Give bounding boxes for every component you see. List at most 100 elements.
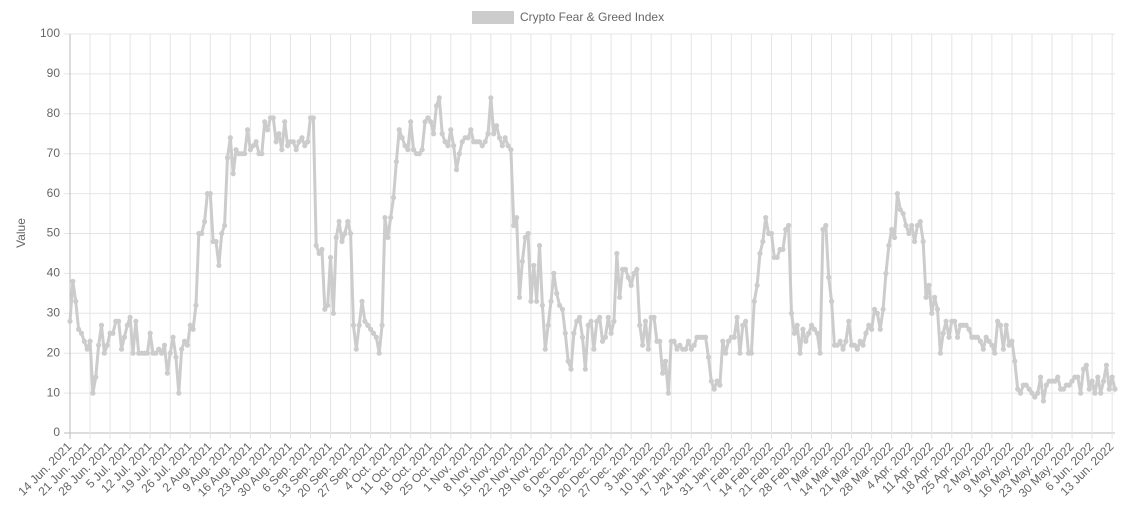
data-point — [519, 258, 525, 265]
data-point — [751, 298, 757, 304]
data-point — [514, 214, 520, 221]
data-point — [711, 386, 717, 392]
data-point — [714, 378, 720, 384]
data-point — [791, 330, 797, 336]
data-point — [316, 250, 322, 257]
data-point — [909, 222, 915, 229]
data-point — [883, 270, 889, 276]
data-point — [124, 322, 130, 328]
data-point — [723, 350, 729, 356]
data-point — [179, 346, 185, 352]
data-point — [631, 270, 637, 276]
data-point — [376, 350, 382, 356]
data-point — [828, 298, 835, 304]
data-point — [743, 318, 749, 324]
data-point — [903, 222, 909, 229]
data-point — [81, 338, 87, 344]
data-point — [127, 314, 133, 320]
data-point — [502, 135, 508, 141]
data-point — [851, 342, 858, 348]
data-point — [548, 298, 554, 304]
y-tick-label: 40 — [47, 266, 61, 280]
data-point — [682, 346, 689, 352]
data-point — [568, 366, 574, 372]
data-point — [528, 298, 534, 304]
data-point — [453, 167, 460, 173]
data-point — [350, 322, 357, 328]
data-point — [167, 350, 173, 356]
data-point — [422, 119, 428, 125]
data-point — [989, 342, 995, 348]
data-point — [834, 342, 840, 348]
data-point — [164, 370, 170, 376]
data-point — [313, 242, 319, 249]
data-point — [353, 346, 359, 352]
data-point — [826, 274, 832, 280]
data-point — [1029, 390, 1035, 396]
data-point — [159, 350, 165, 356]
data-point — [871, 306, 878, 312]
data-point — [811, 326, 817, 332]
data-point — [940, 330, 946, 336]
data-point — [894, 191, 901, 197]
data-point — [562, 330, 568, 336]
data-point — [660, 370, 666, 376]
data-point — [857, 338, 863, 344]
data-point — [579, 334, 586, 340]
data-point — [651, 314, 657, 320]
data-point — [808, 322, 815, 328]
data-point — [408, 119, 414, 125]
data-point — [1089, 378, 1095, 384]
data-point — [525, 230, 531, 237]
data-point — [574, 318, 580, 324]
data-point — [425, 115, 431, 121]
data-point — [760, 238, 766, 245]
data-point — [886, 242, 892, 249]
data-point — [216, 262, 222, 269]
data-point — [625, 274, 631, 280]
data-point — [390, 194, 397, 201]
data-point — [482, 139, 488, 145]
data-point — [181, 338, 188, 344]
data-point — [98, 322, 105, 328]
data-point — [465, 135, 471, 141]
data-point — [242, 151, 248, 157]
data-point — [542, 346, 548, 352]
data-point — [906, 230, 912, 237]
data-point — [342, 230, 348, 237]
data-point — [199, 230, 205, 237]
data-point — [608, 330, 614, 336]
data-point — [611, 318, 617, 324]
data-point — [388, 214, 394, 221]
data-point — [405, 147, 411, 153]
data-point — [224, 155, 231, 161]
data-point — [1083, 362, 1089, 368]
data-point — [754, 282, 760, 288]
data-point — [992, 350, 998, 356]
data-point — [325, 302, 331, 308]
data-point — [219, 230, 225, 237]
data-point — [685, 338, 692, 344]
data-point — [87, 338, 93, 344]
data-point — [1009, 338, 1015, 344]
data-point — [382, 214, 388, 221]
data-point — [1052, 378, 1058, 384]
data-point — [860, 342, 866, 348]
data-point — [118, 346, 125, 352]
data-point — [617, 294, 623, 300]
data-point — [130, 350, 136, 356]
data-point — [445, 143, 451, 149]
data-point — [90, 390, 96, 396]
data-point — [319, 246, 325, 253]
data-point — [539, 302, 545, 308]
data-point — [995, 318, 1001, 324]
data-point — [914, 222, 921, 229]
data-point — [691, 342, 697, 348]
y-tick-label: 70 — [47, 146, 61, 160]
data-point — [396, 127, 402, 133]
data-point — [365, 322, 371, 328]
data-point — [233, 147, 239, 153]
data-point — [800, 326, 806, 332]
data-point — [806, 330, 812, 336]
data-point — [373, 334, 379, 340]
